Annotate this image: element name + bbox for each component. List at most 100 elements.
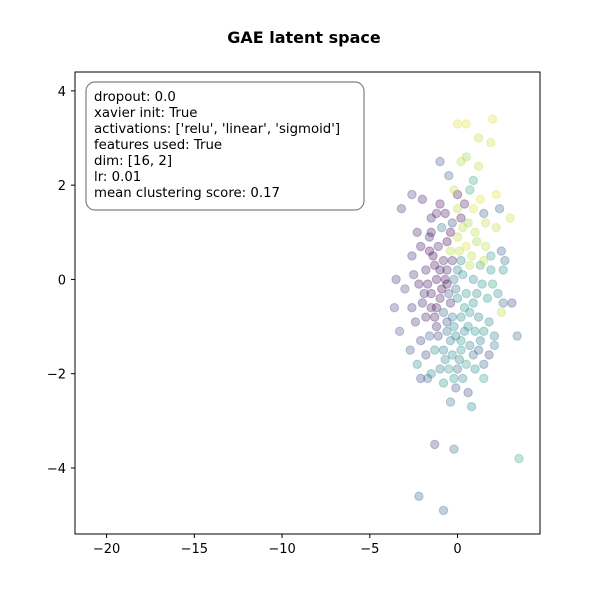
scatter-point: [424, 246, 435, 256]
scatter-point: [409, 270, 419, 280]
points-layer: [389, 114, 524, 516]
scatter-point: [494, 204, 505, 214]
scatter-point: [442, 237, 452, 247]
x-tick-label: −5: [360, 542, 379, 557]
scatter-point: [445, 336, 456, 346]
scatter-point: [452, 364, 463, 374]
scatter-point: [444, 288, 454, 299]
scatter-point: [452, 232, 463, 242]
scatter-point: [414, 491, 424, 501]
scatter-point: [479, 373, 489, 384]
scatter-point: [435, 199, 445, 209]
scatter-point: [507, 298, 517, 308]
scatter-point: [512, 331, 522, 341]
scatter-point: [466, 402, 477, 412]
scatter-point: [444, 364, 454, 374]
scatter-point: [421, 265, 431, 275]
scatter-point: [394, 326, 405, 336]
scatter-point: [486, 251, 496, 261]
scatter-point: [477, 279, 487, 289]
scatter-point: [445, 397, 456, 407]
scatter-point: [489, 331, 500, 341]
info-line-clustering-score: mean clustering score: 0.17: [94, 186, 280, 201]
scatter-point: [472, 288, 482, 299]
scatter-point: [407, 189, 417, 200]
scatter-point: [426, 303, 436, 313]
scatter-point: [440, 354, 450, 365]
scatter-point: [500, 255, 510, 266]
scatter-point: [433, 241, 443, 252]
scatter-point: [473, 161, 484, 172]
scatter-point: [496, 307, 507, 318]
info-line-dropout: dropout: 0.0: [94, 90, 176, 105]
scatter-point: [421, 350, 431, 360]
scatter-point: [475, 336, 485, 346]
scatter-point: [482, 293, 493, 303]
info-line-activations: activations: ['relu', 'linear', 'sigmoid…: [94, 122, 340, 137]
scatter-point: [449, 321, 459, 332]
plot-frame: [74, 71, 541, 535]
scatter-point: [426, 369, 436, 379]
scatter-point: [391, 274, 401, 285]
scatter-point: [437, 284, 447, 294]
scatter-point: [442, 326, 452, 336]
scatter-point: [456, 255, 466, 266]
scatter-point: [456, 156, 466, 167]
scatter-point: [452, 189, 463, 200]
scatter-point: [430, 345, 440, 355]
scatter-point: [479, 326, 489, 336]
scatter-point: [454, 354, 464, 365]
scatter-point: [447, 312, 457, 322]
y-axis: −4 −2 0 2 4: [47, 85, 75, 477]
scatter-point: [461, 152, 471, 162]
scatter-point: [451, 383, 461, 393]
scatter-point: [424, 331, 435, 341]
scatter-point: [470, 227, 480, 238]
scatter-point: [505, 213, 515, 223]
scatter-point: [426, 227, 436, 238]
scatter-point: [484, 317, 494, 327]
scatter-point: [491, 189, 501, 200]
info-line-lr: lr: 0.01: [94, 170, 141, 185]
scatter-point: [435, 364, 445, 374]
x-tick-label: 0: [453, 542, 461, 557]
scatter-point: [442, 265, 452, 275]
info-line-features-used: features used: True: [94, 138, 222, 153]
scatter-point: [451, 284, 461, 294]
scatter-point: [493, 288, 503, 299]
scatter-point: [463, 387, 473, 398]
scatter-point: [431, 274, 442, 285]
scatter-point: [465, 185, 475, 195]
x-axis: −20 −15 −10 −5 0: [93, 534, 462, 557]
scatter-point: [468, 204, 478, 214]
scatter-point: [407, 251, 417, 261]
info-line-dim: dim: [16, 2]: [94, 154, 172, 169]
scatter-point: [489, 340, 500, 351]
scatter-point: [487, 279, 498, 289]
scatter-point: [451, 331, 461, 341]
scatter-point: [426, 213, 436, 223]
scatter-point: [447, 255, 457, 266]
scatter-point: [461, 288, 471, 299]
scatter-point: [424, 232, 435, 242]
scatter-point: [458, 222, 468, 233]
scatter-point: [486, 265, 496, 275]
scatter-point: [463, 218, 473, 228]
x-tick-label: −10: [268, 542, 295, 557]
scatter-point: [400, 284, 410, 294]
scatter-point: [456, 312, 466, 322]
scatter-point: [479, 255, 489, 266]
scatter-point: [449, 185, 459, 195]
scatter-point: [430, 312, 440, 322]
scatter-point: [445, 298, 456, 308]
scatter-point: [438, 378, 449, 388]
scatter-point: [419, 288, 429, 299]
scatter-point: [472, 237, 482, 247]
scatter-point: [445, 246, 456, 256]
scatter-point: [480, 241, 491, 252]
scatter-point: [459, 199, 470, 209]
info-line-xavier-init: xavier init: True: [94, 106, 197, 121]
scatter-point: [440, 274, 450, 285]
scatter-point: [496, 246, 507, 256]
scatter-point: [449, 444, 459, 454]
